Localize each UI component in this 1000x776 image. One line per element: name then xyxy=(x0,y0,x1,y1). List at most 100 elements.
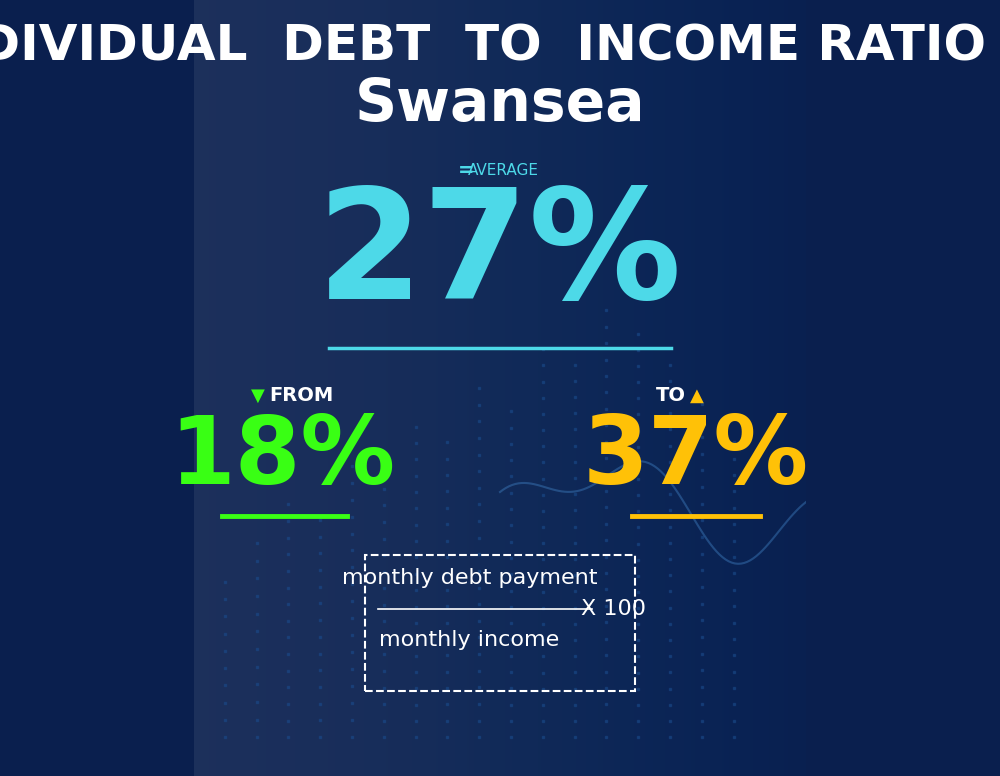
Point xyxy=(630,553,646,566)
Point xyxy=(439,551,455,563)
Point xyxy=(598,386,614,399)
Point xyxy=(249,572,265,584)
Point xyxy=(249,625,265,638)
Point xyxy=(217,645,233,657)
Point xyxy=(598,304,614,317)
Point xyxy=(567,391,583,404)
Point xyxy=(535,683,551,695)
Point xyxy=(439,698,455,711)
Point xyxy=(503,421,519,434)
Point xyxy=(598,566,614,579)
Point xyxy=(630,424,646,437)
Point xyxy=(344,697,360,709)
Point xyxy=(567,601,583,614)
Point xyxy=(598,419,614,431)
Point xyxy=(694,531,710,543)
Point xyxy=(408,469,424,482)
Point xyxy=(726,682,742,695)
Text: X 100: X 100 xyxy=(581,599,646,619)
Point xyxy=(408,535,424,547)
Point xyxy=(376,516,392,528)
Point xyxy=(312,631,328,643)
Point xyxy=(471,415,487,428)
Point xyxy=(535,343,551,355)
Point xyxy=(471,715,487,727)
Point xyxy=(471,731,487,743)
Point xyxy=(408,551,424,563)
Point xyxy=(439,584,455,596)
Point xyxy=(662,423,678,435)
Point xyxy=(567,407,583,420)
Point xyxy=(280,598,296,611)
Point xyxy=(662,634,678,646)
Text: AVERAGE: AVERAGE xyxy=(468,163,539,178)
Point xyxy=(630,408,646,421)
Point xyxy=(280,548,296,560)
Point xyxy=(376,483,392,495)
Point xyxy=(535,698,551,711)
Point xyxy=(439,452,455,465)
Point xyxy=(630,618,646,630)
Point xyxy=(630,537,646,549)
Text: monthly debt payment: monthly debt payment xyxy=(342,568,597,588)
Point xyxy=(280,498,296,511)
Point xyxy=(344,629,360,642)
Point xyxy=(344,612,360,625)
Point xyxy=(503,666,519,678)
Point xyxy=(408,486,424,498)
Point xyxy=(535,473,551,485)
Point xyxy=(344,680,360,692)
Point xyxy=(598,584,614,596)
Point xyxy=(249,608,265,620)
Point xyxy=(471,382,487,394)
Point xyxy=(662,456,678,468)
Point xyxy=(503,601,519,613)
Point xyxy=(471,498,487,511)
Point xyxy=(535,359,551,372)
Point xyxy=(376,532,392,545)
Point xyxy=(535,634,551,646)
Point xyxy=(344,731,360,743)
Point xyxy=(344,663,360,675)
Point xyxy=(376,648,392,660)
Point xyxy=(598,698,614,711)
Point xyxy=(376,681,392,694)
Point xyxy=(535,731,551,743)
Point xyxy=(503,568,519,580)
Point xyxy=(312,598,328,610)
Point xyxy=(567,667,583,679)
Point xyxy=(535,391,551,404)
Point xyxy=(312,547,328,559)
Text: FROM: FROM xyxy=(269,386,333,405)
Point xyxy=(567,504,583,517)
Point xyxy=(408,666,424,678)
Point xyxy=(471,431,487,444)
Point xyxy=(503,552,519,564)
Text: INDIVIDUAL  DEBT  TO  INCOME RATIO  IN: INDIVIDUAL DEBT TO INCOME RATIO IN xyxy=(0,23,1000,71)
Point xyxy=(312,531,328,543)
Point xyxy=(726,616,742,629)
Point xyxy=(535,601,551,614)
Point xyxy=(726,551,742,563)
Point xyxy=(312,714,328,726)
Point xyxy=(376,499,392,511)
Point xyxy=(503,438,519,450)
Point xyxy=(662,650,678,663)
Point xyxy=(726,731,742,743)
Point xyxy=(726,436,742,449)
Point xyxy=(217,697,233,709)
Point xyxy=(630,715,646,727)
Point xyxy=(630,521,646,534)
Point xyxy=(662,537,678,549)
Point xyxy=(439,632,455,645)
Point xyxy=(376,715,392,727)
Point xyxy=(694,514,710,526)
Point xyxy=(662,439,678,452)
Point xyxy=(217,593,233,605)
Point xyxy=(662,601,678,614)
Point xyxy=(312,698,328,710)
Point xyxy=(535,537,551,549)
Point xyxy=(503,535,519,548)
Point xyxy=(344,544,360,556)
Point xyxy=(439,518,455,531)
